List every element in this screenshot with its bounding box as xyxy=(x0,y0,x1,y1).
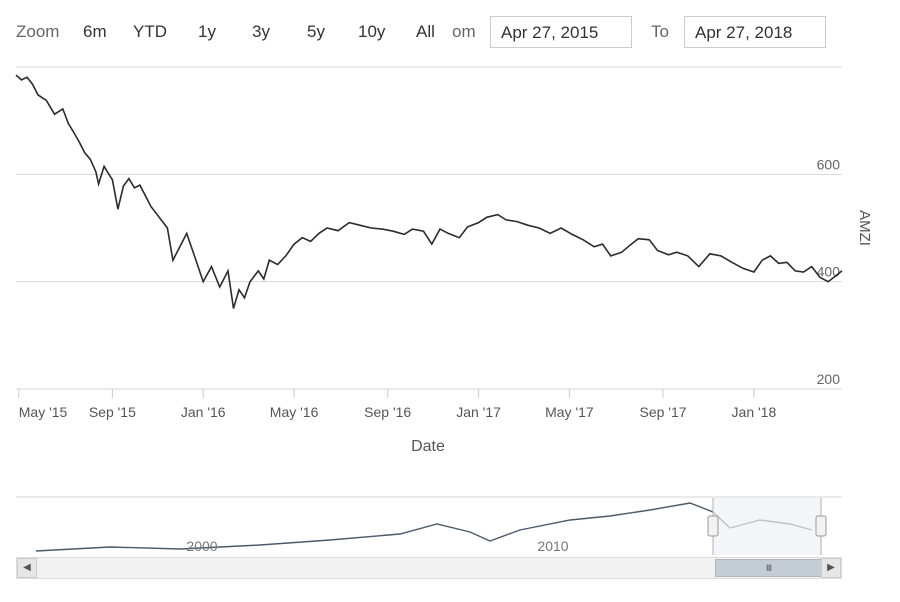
range-button-1y[interactable]: 1y xyxy=(198,22,216,41)
grid-lines xyxy=(16,66,842,390)
range-button-ytd[interactable]: YTD xyxy=(133,22,167,41)
x-axis-title: Date xyxy=(411,438,445,455)
x-axis-ticks: May '15 Sep '15 Jan '16 May '16 Sep '16 Jan '… xyxy=(18,389,777,420)
y-tick-label: 600 xyxy=(817,156,841,172)
price-series-line xyxy=(15,74,843,309)
navigator-series-line xyxy=(35,502,813,552)
range-selector: Zoom 6m YTD 1y 3y 5y 10y All om Apr 27, … xyxy=(0,12,900,52)
y-tick-label: 400 xyxy=(817,264,841,280)
y-axis-ticks: 200 400 600 xyxy=(817,156,841,387)
to-label: To xyxy=(651,22,669,41)
scrollbar-thumb[interactable]: Ⅲ xyxy=(715,559,823,577)
x-tick-label: Jan '18 xyxy=(732,404,777,420)
zoom-label: Zoom xyxy=(16,22,60,41)
x-tick-label: Jan '16 xyxy=(181,404,226,420)
x-tick-label: May '15 xyxy=(19,404,68,420)
from-date-input[interactable]: Apr 27, 2015 xyxy=(490,16,632,48)
navigator-left-handle[interactable] xyxy=(707,515,719,537)
x-tick-label: Jan '17 xyxy=(456,404,501,420)
range-button-3y[interactable]: 3y xyxy=(252,22,270,41)
navigator-selected-range[interactable] xyxy=(713,498,821,555)
range-button-all[interactable]: All xyxy=(416,22,435,41)
range-button-6m[interactable]: 6m xyxy=(83,22,107,41)
y-axis-title: AMZI xyxy=(856,210,873,246)
to-date-input[interactable]: Apr 27, 2018 xyxy=(684,16,826,48)
x-tick-label: Sep '16 xyxy=(364,404,411,420)
navigator-scrollbar[interactable]: ◀ Ⅲ ▶ xyxy=(16,557,842,579)
navigator-tick-2010: 2010 xyxy=(537,538,568,554)
x-tick-label: May '16 xyxy=(270,404,319,420)
from-label: om xyxy=(452,22,476,41)
x-tick-label: May '17 xyxy=(545,404,594,420)
navigator-right-handle[interactable] xyxy=(815,515,827,537)
y-tick-label: 200 xyxy=(817,371,841,387)
scroll-right-arrow-icon[interactable]: ▶ xyxy=(821,558,841,578)
range-button-5y[interactable]: 5y xyxy=(307,22,325,41)
scroll-left-arrow-icon[interactable]: ◀ xyxy=(17,558,37,578)
x-tick-label: Sep '17 xyxy=(640,404,687,420)
x-tick-label: Sep '15 xyxy=(89,404,136,420)
navigator[interactable]: 2000 2010 xyxy=(16,496,842,555)
range-button-10y[interactable]: 10y xyxy=(358,22,386,41)
navigator-tick-2000: 2000 xyxy=(186,538,217,554)
